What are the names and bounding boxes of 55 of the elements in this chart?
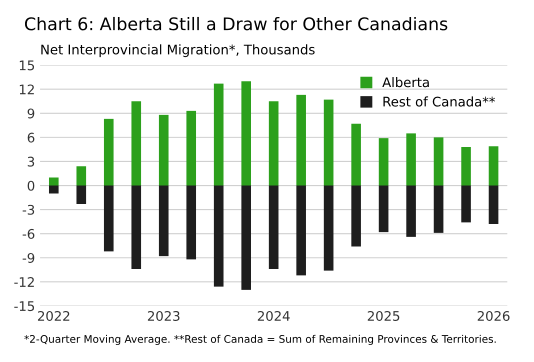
x-tick-label: 2024	[258, 310, 290, 321]
bar	[158, 114, 169, 186]
bar	[268, 101, 278, 186]
bar	[488, 146, 498, 186]
chart-subtitle: Net Interprovincial Migration*, Thousands	[41, 44, 315, 58]
bar	[48, 178, 59, 186]
bar	[461, 147, 471, 186]
bar	[131, 101, 142, 186]
bar	[406, 186, 416, 237]
bar	[241, 81, 251, 186]
y-tick-label: 3	[28, 156, 34, 167]
bar	[76, 186, 86, 204]
bar	[488, 186, 498, 224]
y-tick-label: 9	[28, 108, 34, 119]
bar	[131, 186, 142, 269]
chart-title: Chart 6: Alberta Still a Draw for Other Canadians	[25, 16, 448, 30]
text: *2-Quarter Moving Average. **Rest of Canada = Sum of Remaining Provinces & Territories.	[24, 334, 496, 345]
y-tick-label: -15	[14, 301, 34, 312]
y-tick-label: -6	[22, 228, 34, 239]
y-tick-label: -3	[22, 204, 34, 215]
bar	[186, 110, 196, 186]
bar	[351, 124, 361, 186]
bar	[158, 186, 169, 256]
bar	[351, 186, 361, 247]
bar	[324, 186, 334, 271]
bar	[104, 118, 114, 186]
legend-label: Alberta	[382, 77, 429, 88]
x-tick-label: 2023	[148, 310, 180, 321]
bar	[186, 186, 196, 260]
y-tick-label: -9	[22, 252, 34, 263]
y-tick-label: 6	[28, 132, 34, 143]
bar	[434, 137, 444, 186]
bar	[214, 84, 224, 186]
legend-label: Rest of Canada**	[383, 96, 496, 107]
bar	[48, 186, 59, 194]
y-tick-label: 15	[20, 60, 34, 70]
bar	[241, 186, 251, 290]
x-tick-label: 2026	[478, 310, 510, 321]
bar	[406, 133, 416, 186]
x-tick-label: 2025	[368, 310, 400, 321]
bar	[104, 186, 114, 252]
bar	[296, 186, 306, 276]
y-tick-label: 12	[20, 84, 34, 94]
bar	[461, 186, 471, 222]
x-tick-label: 2022	[38, 310, 70, 321]
y-tick-label: -12	[14, 277, 34, 287]
bar	[76, 166, 86, 186]
bar	[378, 138, 388, 186]
bar	[434, 186, 444, 233]
bar	[296, 94, 306, 186]
bar	[378, 186, 388, 232]
y-tick-label: 0	[28, 180, 34, 191]
bar	[324, 100, 334, 186]
bar	[268, 186, 278, 269]
bar	[214, 186, 224, 287]
